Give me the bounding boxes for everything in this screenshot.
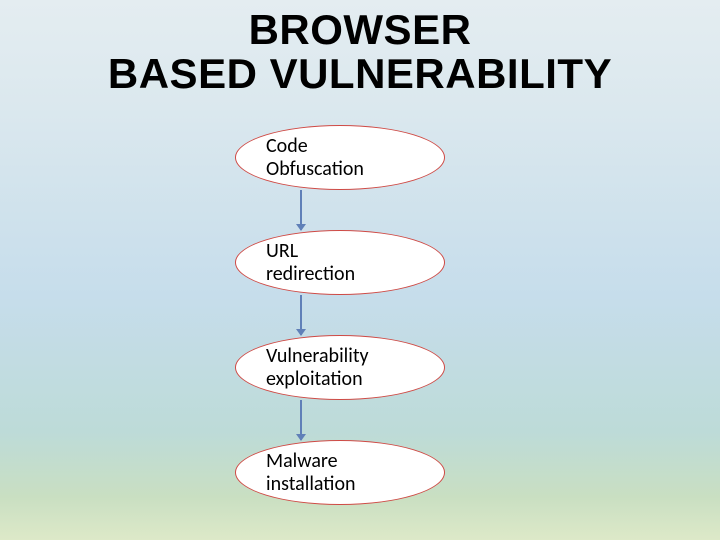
page-title: BROWSER BASED VULNERABILITY [0, 8, 720, 96]
node-label: Vulnerability exploitation [266, 345, 369, 391]
arrow-2 [300, 295, 302, 335]
node-malware-installation: Malware installation [235, 440, 445, 505]
node-label: Code Obfuscation [266, 135, 364, 181]
node-vulnerability-exploitation: Vulnerability exploitation [235, 335, 445, 400]
node-url-redirection: URL redirection [235, 230, 445, 295]
arrow-3 [300, 400, 302, 440]
title-line2: BASED VULNERABILITY [0, 52, 720, 96]
title-line1: BROWSER [0, 8, 720, 52]
node-label: Malware installation [266, 450, 356, 496]
node-code-obfuscation: Code Obfuscation [235, 125, 445, 190]
node-label: URL redirection [266, 240, 355, 286]
arrow-1 [300, 190, 302, 230]
